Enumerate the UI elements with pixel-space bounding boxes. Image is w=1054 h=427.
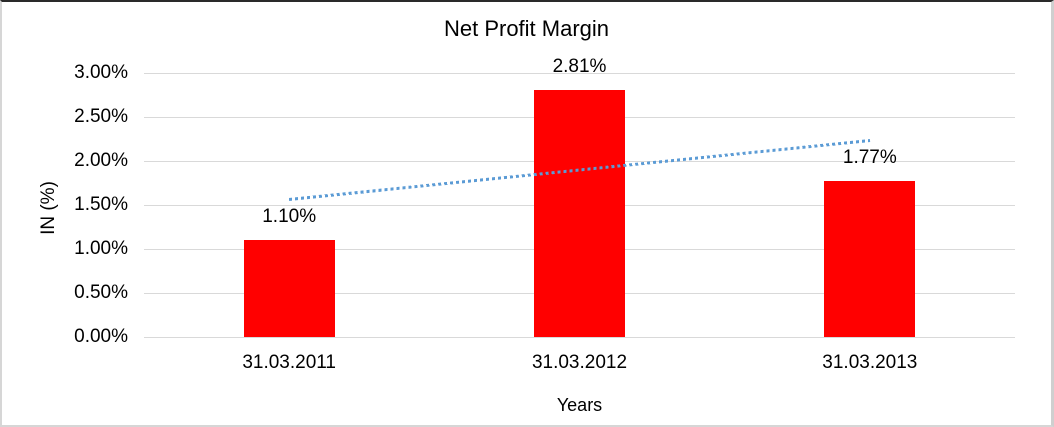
bar-data-label: 1.77% xyxy=(842,147,897,169)
bar-data-label: 2.81% xyxy=(552,55,607,77)
y-axis-tick-label: 3.00% xyxy=(74,62,128,83)
y-axis-tick-label: 1.00% xyxy=(74,238,128,259)
bar-31.03.2012 xyxy=(534,89,625,337)
y-axis-tick-label: 0.00% xyxy=(74,326,128,347)
chart-title: Net Profit Margin xyxy=(443,16,610,41)
x-axis-title: Years xyxy=(556,395,603,415)
bar-31.03.2013 xyxy=(824,181,916,337)
y-axis-tick-label: 1.50% xyxy=(74,194,128,215)
x-axis-tick-label: 31.03.2011 xyxy=(242,352,336,373)
gridline xyxy=(144,337,1015,338)
x-axis-tick-label: 31.03.2013 xyxy=(822,352,918,373)
y-axis-tick-label: 2.00% xyxy=(74,150,128,171)
bar-31.03.2011 xyxy=(243,240,335,337)
y-axis-tick-label: 2.50% xyxy=(74,106,128,127)
gridline xyxy=(144,73,1015,74)
bar-data-label: 1.10% xyxy=(262,206,317,228)
y-axis-tick-label: 0.50% xyxy=(74,282,128,303)
x-axis-tick-label: 31.03.2012 xyxy=(531,352,628,373)
